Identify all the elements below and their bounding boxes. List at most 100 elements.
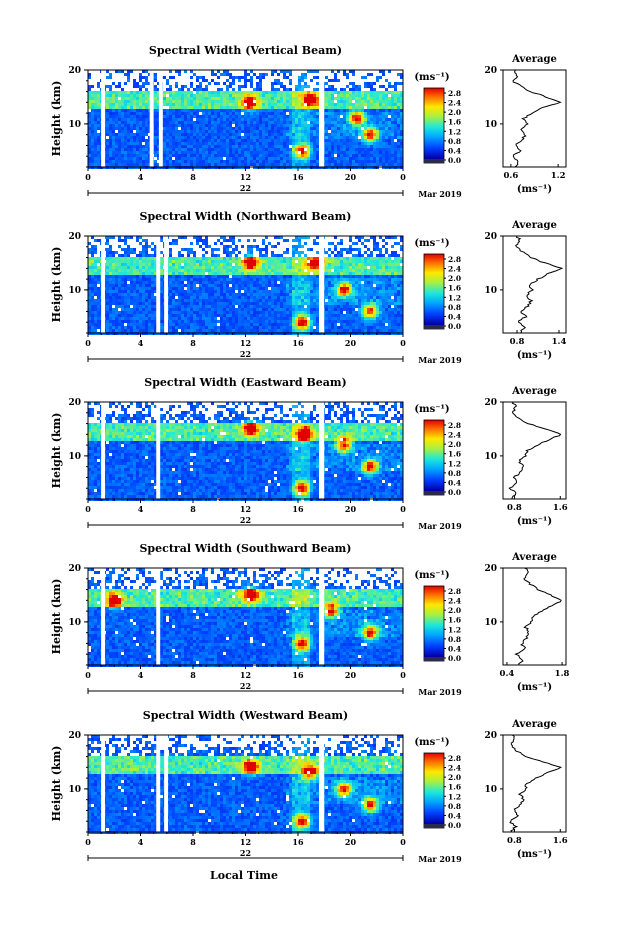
heatmap-cell — [109, 296, 112, 299]
heatmap-cell — [310, 70, 313, 73]
heatmap-cell — [364, 82, 367, 85]
heatmap-cell — [367, 97, 370, 100]
heatmap-cell — [127, 296, 130, 299]
heatmap-cell — [361, 257, 364, 260]
heatmap-cell — [382, 73, 385, 76]
heatmap-cell — [286, 106, 289, 109]
heatmap-cell — [142, 100, 145, 103]
heatmap-cell — [349, 287, 352, 290]
heatmap-cell — [169, 130, 172, 133]
heatmap-cell — [172, 115, 175, 118]
heatmap-cell — [262, 248, 265, 251]
colorbar-tick-label: 2.4 — [448, 99, 461, 108]
heatmap-cell — [148, 275, 151, 278]
heatmap-cell — [313, 109, 316, 112]
heatmap-cell — [181, 160, 184, 163]
heatmap-cell — [250, 151, 253, 154]
heatmap-cell — [286, 157, 289, 160]
heatmap-cell — [379, 115, 382, 118]
heatmap-cell — [184, 139, 187, 142]
heatmap-cell — [184, 148, 187, 151]
heatmap-cell — [313, 148, 316, 151]
heatmap-cell — [268, 154, 271, 157]
heatmap-cell — [271, 142, 274, 145]
heatmap-cell — [262, 263, 265, 266]
heatmap-cell — [109, 112, 112, 115]
heatmap-cell — [226, 299, 229, 302]
heatmap-cell — [373, 272, 376, 275]
heatmap-cell — [217, 109, 220, 112]
colorbar-tick-label: 2.0 — [448, 108, 461, 117]
heatmap-cell — [373, 293, 376, 296]
heatmap-cell — [394, 157, 397, 160]
heatmap-cell — [358, 269, 361, 272]
heatmap-cell — [208, 112, 211, 115]
heatmap-cell — [115, 260, 118, 263]
heatmap-cell — [367, 290, 370, 293]
heatmap-cell — [166, 121, 169, 124]
heatmap-cell — [124, 142, 127, 145]
heatmap-cell — [208, 139, 211, 142]
heatmap-cell — [178, 299, 181, 302]
heatmap-cell — [268, 127, 271, 130]
heatmap-cell — [208, 106, 211, 109]
heatmap-cell — [175, 293, 178, 296]
heatmap-cell — [88, 127, 91, 130]
heatmap-cell — [397, 269, 400, 272]
heatmap-cell — [385, 260, 388, 263]
heatmap-cell — [202, 293, 205, 296]
heatmap-cell — [106, 302, 109, 305]
heatmap-cell — [148, 160, 151, 163]
heatmap-cell — [121, 103, 124, 106]
heatmap-cell — [136, 287, 139, 290]
heatmap-cell — [400, 109, 403, 112]
heatmap-cell — [247, 263, 250, 266]
heatmap-cell — [316, 157, 319, 160]
heatmap-cell — [133, 118, 136, 121]
heatmap-cell — [196, 106, 199, 109]
heatmap-cell — [328, 242, 331, 245]
heatmap-cell — [97, 269, 100, 272]
heatmap-cell — [232, 278, 235, 281]
heatmap-cell — [355, 275, 358, 278]
heatmap-cell — [385, 160, 388, 163]
heatmap-cell — [265, 157, 268, 160]
heatmap-cell — [124, 239, 127, 242]
heatmap-cell — [88, 142, 91, 145]
heatmap-cell — [190, 275, 193, 278]
heatmap-cell — [199, 142, 202, 145]
heatmap-cell — [385, 115, 388, 118]
heatmap-cell — [313, 272, 316, 275]
heatmap-cell — [361, 103, 364, 106]
heatmap-cell — [136, 257, 139, 260]
heatmap-cell — [391, 266, 394, 269]
heatmap-cell — [208, 103, 211, 106]
heatmap-cell — [163, 124, 166, 127]
heatmap-cell — [313, 136, 316, 139]
heatmap-cell — [259, 296, 262, 299]
heatmap-cell — [166, 154, 169, 157]
heatmap-cell — [352, 242, 355, 245]
heatmap-cell — [190, 118, 193, 121]
heatmap-cell — [247, 139, 250, 142]
heatmap-cell — [184, 293, 187, 296]
heatmap-cell — [400, 245, 403, 248]
heatmap-cell — [256, 260, 259, 263]
heatmap-cell — [316, 100, 319, 103]
heatmap-cell — [217, 287, 220, 290]
heatmap-cell — [361, 296, 364, 299]
heatmap-cell — [208, 151, 211, 154]
heatmap-cell — [340, 278, 343, 281]
heatmap-cell — [178, 296, 181, 299]
heatmap-cell — [277, 106, 280, 109]
heatmap-cell — [193, 251, 196, 254]
heatmap-cell — [181, 103, 184, 106]
heatmap-cell — [304, 154, 307, 157]
heatmap-cell — [391, 133, 394, 136]
heatmap-cell — [88, 130, 91, 133]
heatmap-cell — [169, 296, 172, 299]
heatmap-cell — [256, 263, 259, 266]
heatmap-cell — [181, 254, 184, 257]
heatmap-cell — [370, 91, 373, 94]
heatmap-cell — [226, 85, 229, 88]
